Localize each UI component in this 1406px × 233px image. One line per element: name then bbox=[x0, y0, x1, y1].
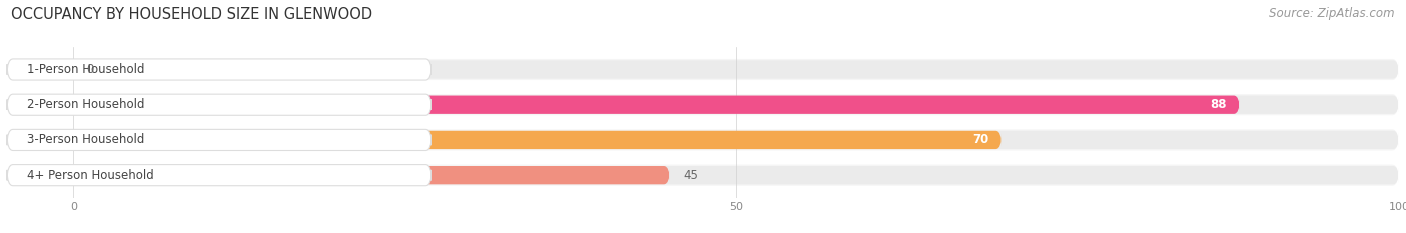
Text: 45: 45 bbox=[683, 169, 697, 182]
FancyBboxPatch shape bbox=[7, 129, 1399, 151]
Text: 1-Person Household: 1-Person Household bbox=[27, 63, 145, 76]
FancyBboxPatch shape bbox=[73, 96, 1240, 114]
FancyBboxPatch shape bbox=[73, 131, 1399, 149]
Text: 0: 0 bbox=[87, 63, 94, 76]
Text: 70: 70 bbox=[972, 134, 988, 146]
FancyBboxPatch shape bbox=[73, 166, 669, 184]
FancyBboxPatch shape bbox=[73, 96, 1399, 114]
FancyBboxPatch shape bbox=[73, 166, 1399, 184]
Text: 3-Person Household: 3-Person Household bbox=[27, 134, 145, 146]
FancyBboxPatch shape bbox=[7, 59, 432, 80]
FancyBboxPatch shape bbox=[7, 94, 432, 115]
Text: 4+ Person Household: 4+ Person Household bbox=[27, 169, 153, 182]
Text: 2-Person Household: 2-Person Household bbox=[27, 98, 145, 111]
FancyBboxPatch shape bbox=[7, 129, 432, 151]
FancyBboxPatch shape bbox=[73, 60, 1399, 79]
FancyBboxPatch shape bbox=[7, 94, 1399, 115]
FancyBboxPatch shape bbox=[7, 59, 1399, 80]
FancyBboxPatch shape bbox=[7, 164, 432, 186]
Text: 88: 88 bbox=[1211, 98, 1226, 111]
Text: OCCUPANCY BY HOUSEHOLD SIZE IN GLENWOOD: OCCUPANCY BY HOUSEHOLD SIZE IN GLENWOOD bbox=[11, 7, 373, 22]
Text: Source: ZipAtlas.com: Source: ZipAtlas.com bbox=[1270, 7, 1395, 20]
FancyBboxPatch shape bbox=[73, 131, 1001, 149]
FancyBboxPatch shape bbox=[7, 164, 1399, 186]
